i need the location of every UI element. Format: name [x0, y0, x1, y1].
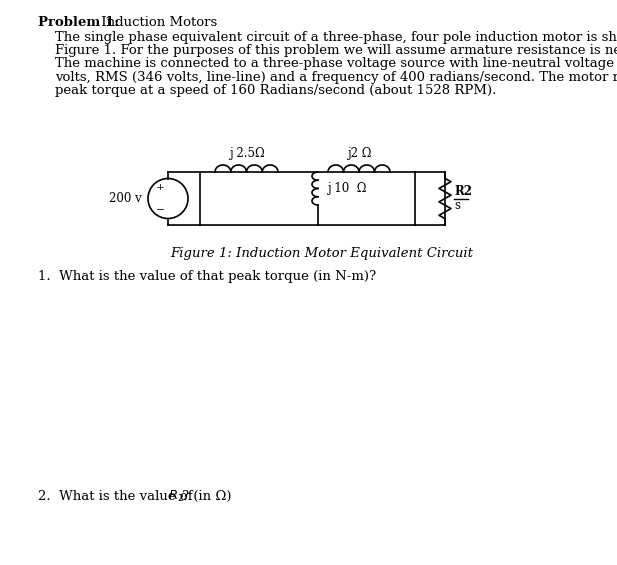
Text: Problem 1:: Problem 1: [38, 16, 119, 29]
Text: j 2.5Ω: j 2.5Ω [229, 147, 264, 160]
Text: ? (in Ω): ? (in Ω) [183, 490, 232, 503]
Text: 1.  What is the value of that peak torque (in N-m)?: 1. What is the value of that peak torque… [38, 270, 376, 283]
Text: j2 Ω: j2 Ω [347, 147, 371, 160]
Text: $R_2$: $R_2$ [168, 489, 184, 504]
Text: j 10  Ω: j 10 Ω [327, 182, 366, 195]
Text: volts, RMS (346 volts, line-line) and a frequency of 400 radians/second. The mot: volts, RMS (346 volts, line-line) and a … [55, 71, 617, 84]
Text: s: s [454, 199, 460, 212]
Text: 200 v: 200 v [109, 192, 142, 205]
Text: R2: R2 [454, 185, 472, 198]
Text: +: + [155, 183, 164, 192]
Text: peak torque at a speed of 160 Radians/second (about 1528 RPM).: peak torque at a speed of 160 Radians/se… [55, 84, 496, 97]
Text: −: − [155, 206, 164, 215]
Text: Figure 1. For the purposes of this problem we will assume armature resistance is: Figure 1. For the purposes of this probl… [55, 44, 617, 57]
Text: Figure 1: Induction Motor Equivalent Circuit: Figure 1: Induction Motor Equivalent Cir… [170, 247, 473, 260]
Text: The machine is connected to a three-phase voltage source with line-neutral volta: The machine is connected to a three-phas… [55, 58, 617, 71]
Text: The single phase equivalent circuit of a three-phase, four pole induction motor : The single phase equivalent circuit of a… [55, 31, 617, 44]
Text: 2.  What is the value of: 2. What is the value of [38, 490, 197, 503]
Text: Induction Motors: Induction Motors [97, 16, 217, 29]
